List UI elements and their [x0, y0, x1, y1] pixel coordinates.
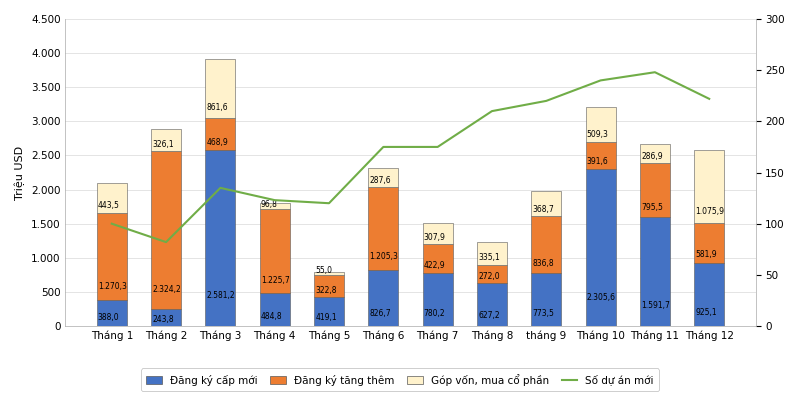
Bar: [314, 297, 344, 326]
Bar: [151, 309, 181, 326]
Text: 468,9: 468,9: [206, 138, 228, 147]
Text: 2.305,6: 2.305,6: [586, 293, 616, 303]
Text: 1.225,7: 1.225,7: [261, 276, 290, 285]
Text: 925,1: 925,1: [695, 308, 717, 316]
Bar: [422, 223, 453, 244]
Text: 773,5: 773,5: [533, 309, 554, 318]
Text: 307,9: 307,9: [424, 233, 446, 242]
Bar: [531, 273, 562, 326]
Text: 826,7: 826,7: [370, 308, 391, 318]
Text: 391,6: 391,6: [586, 157, 609, 166]
Text: 780,2: 780,2: [424, 309, 446, 318]
Bar: [694, 263, 724, 326]
Bar: [206, 150, 235, 326]
Bar: [694, 223, 724, 263]
Text: 96,8: 96,8: [261, 200, 278, 209]
Bar: [586, 142, 615, 169]
Text: 627,2: 627,2: [478, 310, 500, 320]
Text: 286,9: 286,9: [641, 152, 662, 161]
Legend: Đăng ký cấp mới, Đăng ký tăng thêm, Góp vốn, mua cổ phần, Số dự án mới: Đăng ký cấp mới, Đăng ký tăng thêm, Góp …: [141, 368, 659, 391]
Text: 368,7: 368,7: [533, 205, 554, 214]
Text: 335,1: 335,1: [478, 253, 500, 263]
Text: 243,8: 243,8: [152, 314, 174, 324]
Text: 55,0: 55,0: [315, 266, 332, 275]
Bar: [368, 270, 398, 326]
Bar: [694, 150, 724, 223]
Bar: [151, 151, 181, 309]
Bar: [477, 265, 507, 283]
Bar: [422, 244, 453, 273]
Bar: [314, 276, 344, 297]
Bar: [368, 168, 398, 187]
Bar: [97, 299, 126, 326]
Bar: [206, 118, 235, 150]
Bar: [640, 144, 670, 163]
Text: 322,8: 322,8: [315, 286, 337, 295]
Text: 2.581,2: 2.581,2: [206, 291, 235, 300]
Text: 388,0: 388,0: [98, 313, 119, 322]
Text: 861,6: 861,6: [206, 103, 228, 112]
Bar: [314, 272, 344, 276]
Bar: [97, 213, 126, 299]
Text: 419,1: 419,1: [315, 313, 337, 322]
Bar: [640, 163, 670, 217]
Text: 443,5: 443,5: [98, 201, 120, 210]
Bar: [477, 242, 507, 265]
Bar: [97, 183, 126, 213]
Bar: [260, 293, 290, 326]
Text: 1.205,3: 1.205,3: [370, 252, 398, 261]
Bar: [531, 216, 562, 273]
Text: 1.270,3: 1.270,3: [98, 282, 126, 291]
Text: 795,5: 795,5: [641, 203, 663, 212]
Y-axis label: Triệu USD: Triệu USD: [15, 145, 26, 200]
Bar: [368, 187, 398, 270]
Text: 422,9: 422,9: [424, 261, 446, 270]
Bar: [640, 217, 670, 326]
Text: 287,6: 287,6: [370, 177, 391, 185]
Bar: [586, 107, 615, 142]
Text: 2.324,2: 2.324,2: [152, 285, 181, 293]
Text: 1.591,7: 1.591,7: [641, 301, 670, 310]
Text: 581,9: 581,9: [695, 250, 717, 259]
Text: 1.075,9: 1.075,9: [695, 207, 724, 216]
Text: 326,1: 326,1: [152, 140, 174, 148]
Bar: [151, 129, 181, 151]
Bar: [422, 273, 453, 326]
Bar: [260, 209, 290, 293]
Bar: [260, 203, 290, 209]
Bar: [477, 283, 507, 326]
Text: 272,0: 272,0: [478, 272, 500, 282]
Bar: [531, 191, 562, 216]
Text: 836,8: 836,8: [533, 259, 554, 268]
Text: 509,3: 509,3: [586, 129, 609, 139]
Bar: [586, 169, 615, 326]
Bar: [206, 59, 235, 118]
Text: 484,8: 484,8: [261, 312, 282, 321]
